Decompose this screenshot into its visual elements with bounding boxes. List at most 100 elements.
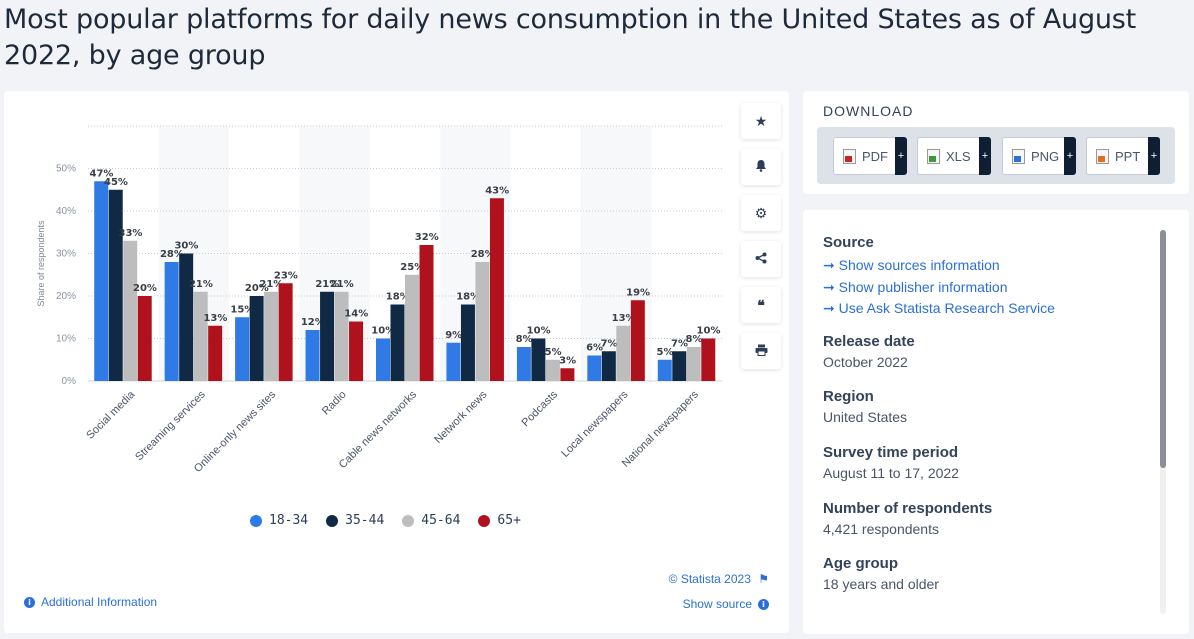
respondents-heading: Number of respondents: [823, 500, 993, 517]
print-button[interactable]: [741, 333, 781, 369]
legend-item[interactable]: 65+: [478, 513, 521, 528]
xls-file-icon: [927, 148, 940, 164]
category-label: National newspapers: [620, 388, 701, 469]
bar: [405, 274, 419, 381]
respondents-section: Number of respondents 4,421 respondents: [823, 500, 992, 537]
data-label: 21%: [189, 279, 213, 290]
survey-section: Survey time period August 11 to 17, 2022: [823, 444, 959, 481]
data-label: 15%: [230, 304, 254, 315]
data-label: 18%: [456, 292, 480, 303]
bar: [108, 189, 123, 381]
bar: [489, 198, 504, 381]
data-label: 5%: [545, 347, 562, 358]
download-ppt-button[interactable]: PPT +: [1086, 137, 1160, 175]
show-source-link[interactable]: Show source i: [683, 597, 769, 611]
bar: [475, 262, 490, 381]
info-icon: i: [758, 598, 769, 610]
data-label: 21%: [315, 279, 339, 290]
download-png-label: PNG: [1031, 148, 1060, 164]
bar: [94, 181, 109, 381]
category-label: Local newspapers: [559, 388, 631, 460]
ppt-file-icon: [1096, 148, 1109, 164]
bar: [560, 368, 575, 381]
plus-icon: +: [895, 137, 907, 175]
bar: [349, 321, 364, 381]
download-ppt-label: PPT: [1115, 148, 1141, 164]
legend-swatch: [478, 514, 491, 527]
statista-credit[interactable]: © Statista 2023 ⚑: [669, 572, 769, 586]
category-label: Radio: [320, 389, 349, 418]
data-label: 13%: [612, 313, 636, 324]
bar: [305, 330, 320, 381]
legend-item[interactable]: 45-64: [402, 513, 460, 528]
data-label: 20%: [133, 283, 157, 294]
data-label: 8%: [686, 334, 703, 345]
bar: [320, 291, 335, 381]
respondents-value: 4,421 respondents: [823, 521, 939, 537]
bell-icon: [755, 159, 767, 175]
data-label: 8%: [516, 334, 533, 345]
download-pdf-button[interactable]: PDF +: [833, 137, 907, 175]
chart-card: 0% 10% 20% 30% 40% 50% Share of respondents 47%…: [4, 91, 789, 633]
data-label: 43%: [485, 185, 509, 196]
release-value: October 2022: [823, 354, 908, 370]
bar: [587, 355, 602, 381]
bar: [164, 262, 179, 381]
data-label: 28%: [471, 249, 495, 260]
bar: [419, 245, 434, 381]
legend-item[interactable]: 18-34: [250, 513, 308, 528]
bar: [123, 240, 138, 381]
download-png-button[interactable]: PNG +: [1002, 137, 1076, 175]
y-tick-label: 30%: [56, 249, 76, 260]
bar: [390, 304, 405, 381]
category-label: Online-only news sites: [192, 388, 279, 475]
category-label: Cable news networks: [337, 388, 420, 471]
show-publisher-link[interactable]: ➞ Show publisher information: [823, 277, 1055, 299]
bar: [630, 300, 645, 381]
survey-value: August 11 to 17, 2022: [823, 465, 959, 481]
notification-button[interactable]: [741, 149, 781, 185]
flag-icon: ⚑: [758, 572, 769, 586]
survey-heading: Survey time period: [823, 444, 959, 461]
ask-statista-link[interactable]: ➞ Use Ask Statista Research Service: [823, 298, 1055, 320]
bar: [460, 304, 475, 381]
download-xls-button[interactable]: XLS +: [917, 137, 991, 175]
share-button[interactable]: [741, 241, 781, 277]
release-section: Release date October 2022: [823, 333, 915, 370]
legend-swatch: [402, 514, 415, 527]
data-label: 9%: [445, 330, 462, 341]
additional-information-link[interactable]: i Additional Information: [24, 595, 157, 609]
show-publisher-label: Show publisher information: [838, 278, 1008, 295]
age-section: Age group 18 years and older: [823, 555, 939, 592]
data-label: 7%: [601, 338, 618, 349]
quote-icon: ❝: [757, 296, 765, 313]
show-source-label: Show source: [682, 597, 752, 611]
legend-label: 65+: [497, 513, 521, 528]
ask-statista-label: Use Ask Statista Research Service: [838, 300, 1055, 316]
data-label: 10%: [697, 326, 721, 337]
cite-button[interactable]: ❝: [741, 287, 781, 323]
download-pdf-label: PDF: [862, 148, 888, 164]
data-label: 45%: [104, 177, 128, 188]
y-axis-label: Share of respondents: [36, 220, 46, 307]
data-label: 28%: [160, 249, 184, 260]
category-label: Podcasts: [520, 388, 561, 429]
bar: [686, 347, 701, 381]
bar: [376, 338, 390, 381]
additional-information-label: Additional Information: [41, 595, 158, 609]
data-label: 3%: [559, 355, 576, 366]
age-value: 18 years and older: [823, 576, 939, 592]
favorite-button[interactable]: ★: [741, 103, 781, 139]
data-label: 12%: [301, 317, 325, 328]
legend-item[interactable]: 35-44: [326, 513, 384, 528]
data-label: 21%: [330, 279, 354, 290]
bar: [334, 291, 349, 381]
data-label: 14%: [344, 309, 368, 320]
category-label: Social media: [84, 388, 138, 442]
y-tick-label: 0%: [62, 376, 77, 387]
show-sources-link[interactable]: ➞ Show sources information: [823, 255, 1055, 277]
data-label: 20%: [245, 283, 269, 294]
settings-button[interactable]: ⚙: [741, 195, 781, 231]
bar: [249, 296, 264, 381]
scrollbar-thumb[interactable]: [1160, 230, 1166, 468]
